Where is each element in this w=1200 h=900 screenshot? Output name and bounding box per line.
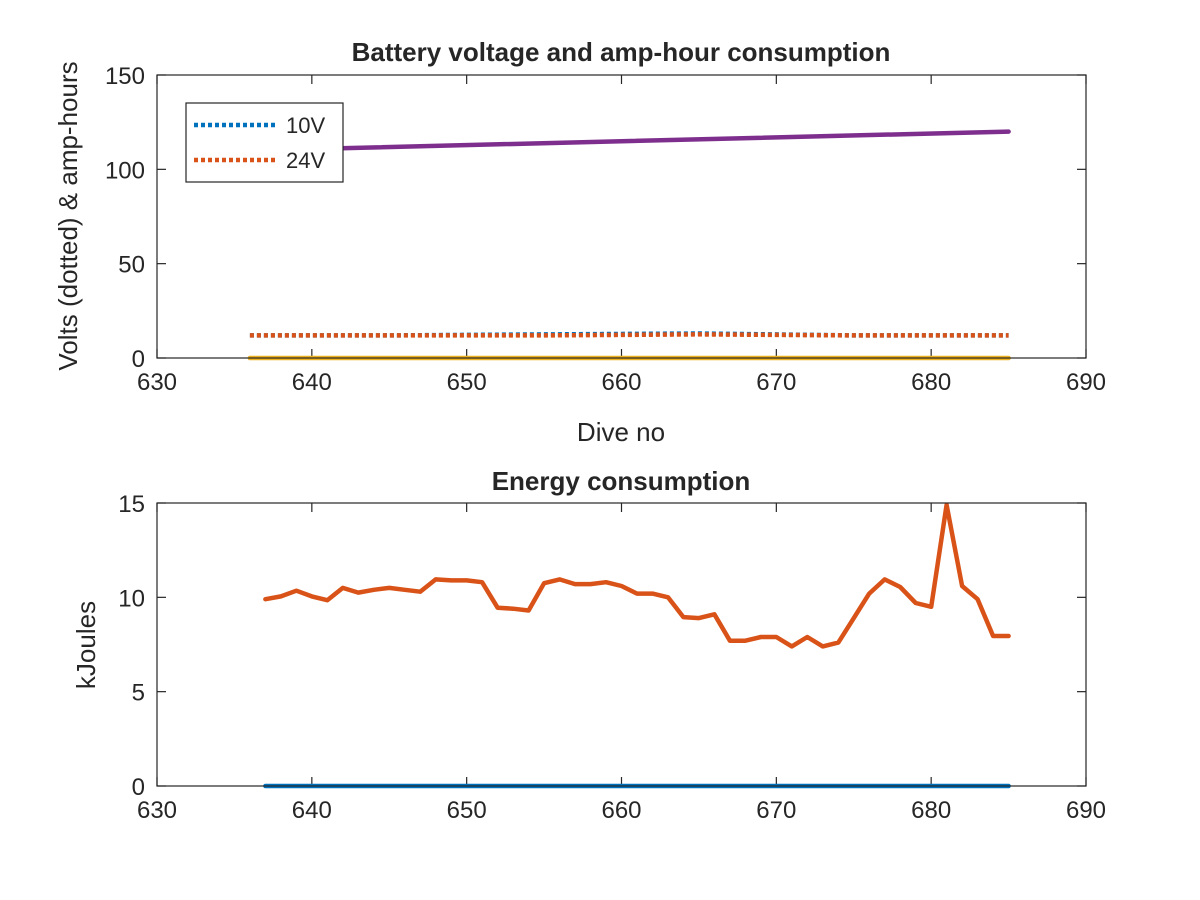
energy-chart: Energy consumption kJoules 630 640 650 660 6… [71, 466, 1106, 824]
x-tick-label: 650 [447, 369, 487, 396]
x-tick-label: 680 [911, 369, 951, 396]
x-tick-label: 680 [911, 797, 951, 824]
x-axis-label: Dive no [577, 417, 665, 447]
x-tick-label: 670 [756, 369, 796, 396]
chart-title: Energy consumption [492, 466, 751, 496]
legend: 10V 24V [185, 102, 344, 183]
x-tick-label: 630 [137, 369, 177, 396]
series-line-0 [263, 502, 1011, 649]
tick-group: 630 640 650 660 670 680 690 0 50 100 150 [105, 63, 1106, 396]
y-tick-label: 5 [132, 680, 145, 707]
y-tick-label: 0 [132, 346, 145, 373]
series-group [263, 502, 1011, 789]
x-tick-label: 660 [601, 797, 641, 824]
chart-title: Battery voltage and amp-hour consumption [352, 37, 891, 67]
x-tick-label: 690 [1066, 797, 1106, 824]
axes-box [156, 74, 1087, 359]
x-tick-label: 670 [756, 797, 796, 824]
y-tick-label: 150 [105, 63, 145, 90]
legend-label-24v: 24V [286, 148, 325, 173]
tick-group: 630 640 650 660 670 680 690 0 5 10 15 [118, 491, 1106, 824]
x-tick-label: 660 [601, 369, 641, 396]
y-axis-label: kJoules [71, 601, 101, 689]
x-tick-label: 650 [447, 797, 487, 824]
series-group [247, 129, 1011, 361]
y-tick-label: 10 [118, 585, 145, 612]
y-tick-label: 15 [118, 491, 145, 518]
series-line-2 [247, 129, 1011, 153]
x-tick-label: 640 [292, 369, 332, 396]
y-tick-label: 100 [105, 157, 145, 184]
x-tick-label: 630 [137, 797, 177, 824]
legend-box [185, 102, 344, 183]
x-tick-label: 690 [1066, 369, 1106, 396]
series-line-1 [249, 332, 1009, 338]
y-axis-label: Volts (dotted) & amp-hours [53, 61, 83, 370]
axes-box [156, 502, 1087, 787]
y-tick-label: 0 [132, 774, 145, 801]
legend-label-10v: 10V [286, 113, 325, 138]
x-tick-label: 640 [292, 797, 332, 824]
battery-chart: Battery voltage and amp-hour consumption… [53, 37, 1106, 447]
y-tick-label: 50 [118, 252, 145, 279]
